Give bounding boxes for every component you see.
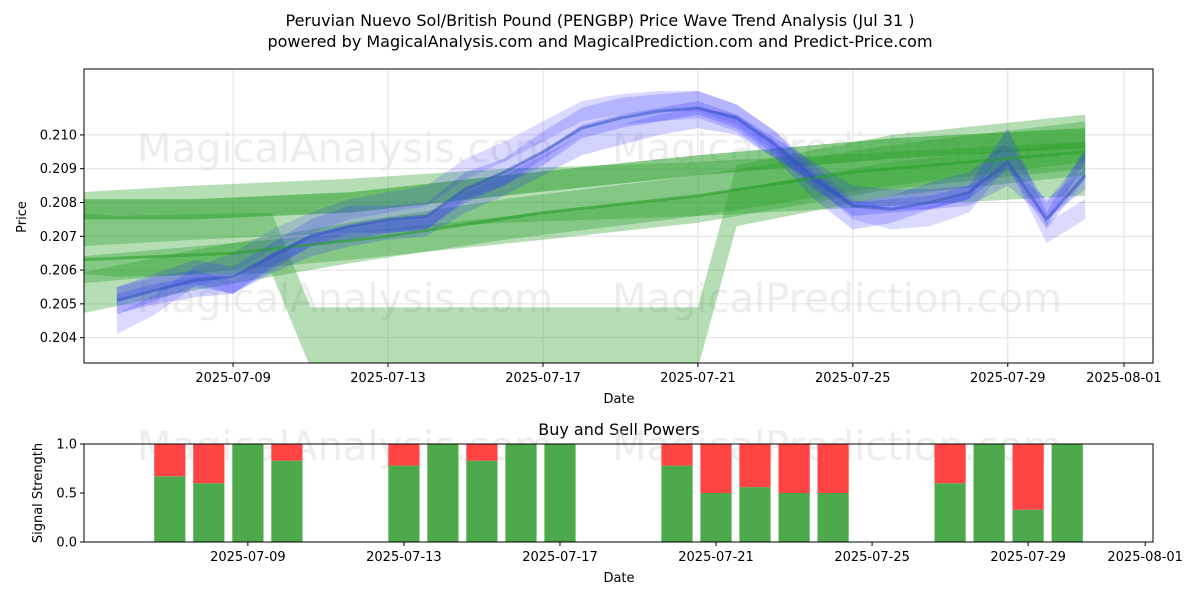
price-x-tick-label: 2025-07-25 bbox=[815, 371, 891, 386]
bar-x-tick-label: 2025-08-01 bbox=[1107, 550, 1183, 565]
sell-power-bar bbox=[700, 444, 732, 493]
bar-x-tick-label: 2025-07-25 bbox=[834, 550, 910, 565]
bar-x-tick-label: 2025-07-29 bbox=[990, 550, 1066, 565]
buy-power-bar bbox=[193, 483, 225, 542]
blue-wave-band bbox=[116, 91, 1086, 314]
price-y-tick-label: 0.204 bbox=[40, 331, 77, 346]
sell-power-bar bbox=[1012, 444, 1044, 510]
price-x-tick-label: 2025-07-29 bbox=[970, 371, 1046, 386]
price-y-tick-label: 0.205 bbox=[40, 297, 77, 312]
price-ylabel: Price bbox=[15, 201, 30, 233]
buy-power-bar bbox=[739, 487, 771, 542]
bar-x-tick-label: 2025-07-17 bbox=[522, 550, 598, 565]
blue-wave-band bbox=[116, 91, 1086, 335]
bar-y-tick-label: 0.0 bbox=[56, 536, 77, 551]
buy-power-bar bbox=[778, 493, 810, 542]
buy-power-bar bbox=[700, 493, 732, 542]
bar-x-tick-label: 2025-07-13 bbox=[366, 550, 442, 565]
bar-plot: 2025-07-09 2025-07-13 2025-07-17 2025-07-21… bbox=[56, 438, 1183, 566]
price-x-tick-label: 2025-07-21 bbox=[660, 371, 736, 386]
buy-power-bar bbox=[505, 444, 537, 542]
sell-power-bar bbox=[271, 444, 303, 461]
sell-power-bar bbox=[466, 444, 498, 461]
watermark-text: MagicalPrediction.com bbox=[612, 276, 1062, 322]
price-x-tick-label: 2025-08-01 bbox=[1086, 371, 1162, 386]
green-wave-band bbox=[84, 128, 1086, 220]
sell-power-bar bbox=[817, 444, 849, 493]
green-wave-band bbox=[84, 141, 1086, 284]
sell-power-bar bbox=[388, 444, 420, 466]
price-x-tick-label: 2025-07-13 bbox=[350, 371, 426, 386]
buy-power-bar bbox=[154, 476, 186, 542]
chart-subtitle: powered by MagicalAnalysis.com and Magic… bbox=[267, 32, 932, 51]
price-y-tick-label: 0.207 bbox=[40, 230, 77, 245]
buy-power-bar bbox=[934, 483, 966, 542]
sell-power-bar bbox=[154, 444, 186, 477]
sell-power-bar bbox=[193, 444, 225, 484]
sell-power-bar bbox=[778, 444, 810, 493]
blue-wave-band bbox=[116, 107, 1086, 315]
bar-chart-title: Buy and Sell Powers bbox=[538, 420, 700, 439]
buy-power-bar bbox=[271, 460, 303, 542]
price-x-tick-label: 2025-07-09 bbox=[195, 371, 271, 386]
bar-y-tick-label: 1.0 bbox=[56, 438, 77, 453]
green-trend-line bbox=[84, 150, 1086, 262]
green-wave-band bbox=[84, 121, 1086, 313]
price-series-group bbox=[84, 91, 1087, 363]
price-xlabel: Date bbox=[603, 392, 634, 407]
sell-power-bar bbox=[739, 444, 771, 488]
blue-wave-band bbox=[116, 101, 1086, 301]
bar-x-tick-label: 2025-07-09 bbox=[210, 550, 286, 565]
price-x-tick-label: 2025-07-17 bbox=[505, 371, 581, 386]
buy-power-bar bbox=[388, 465, 420, 542]
green-wave-band bbox=[84, 141, 1086, 247]
bar-xlabel: Date bbox=[603, 571, 634, 586]
buy-power-bar bbox=[1012, 509, 1044, 542]
blue-trend-line bbox=[116, 106, 1087, 302]
bar-plot-frame bbox=[83, 443, 1154, 543]
chart-title: Peruvian Nuevo Sol/British Pound (PENGBP… bbox=[286, 11, 915, 30]
buy-power-bar bbox=[661, 465, 693, 542]
green-wave-band bbox=[84, 114, 1086, 363]
watermark-text: MagicalAnalysis.com bbox=[137, 126, 553, 172]
price-y-tick-label: 0.209 bbox=[40, 162, 77, 177]
buy-power-bar bbox=[427, 444, 459, 542]
buy-power-bar bbox=[466, 460, 498, 542]
bar-ylabel: Signal Strength bbox=[31, 443, 46, 543]
price-plot-frame bbox=[83, 68, 1154, 364]
buy-power-bar bbox=[544, 444, 576, 542]
buy-power-bar bbox=[817, 493, 849, 542]
bar-y-tick-label: 0.5 bbox=[56, 487, 77, 502]
watermark-text: MagicalAnalysis.com bbox=[137, 276, 553, 322]
buy-power-bar bbox=[1051, 444, 1083, 542]
bar-x-tick-label: 2025-07-21 bbox=[678, 550, 754, 565]
price-y-tick-label: 0.208 bbox=[40, 196, 77, 211]
price-plot: MagicalAnalysis.com MagicalAnalysis.com Ma… bbox=[40, 68, 1162, 470]
buy-power-bar bbox=[232, 444, 264, 542]
sell-power-bar bbox=[934, 444, 966, 484]
price-y-tick-label: 0.210 bbox=[40, 128, 77, 143]
price-y-tick-label: 0.206 bbox=[40, 264, 77, 279]
sell-power-bar bbox=[661, 444, 693, 466]
buy-power-bar bbox=[973, 444, 1005, 542]
